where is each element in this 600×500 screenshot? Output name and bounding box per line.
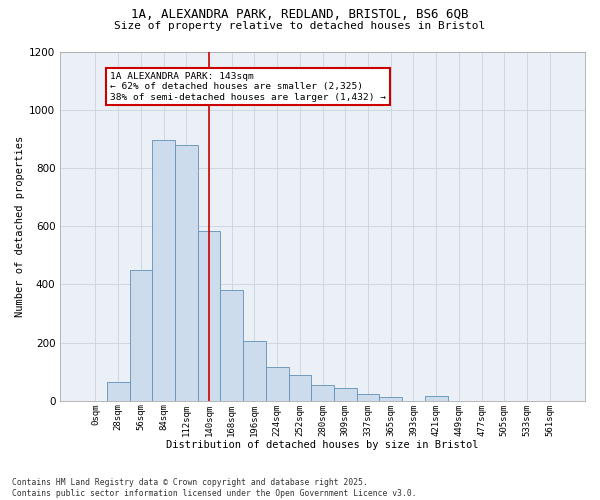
Text: 1A ALEXANDRA PARK: 143sqm
← 62% of detached houses are smaller (2,325)
38% of se: 1A ALEXANDRA PARK: 143sqm ← 62% of detac… bbox=[110, 72, 386, 102]
Bar bbox=[357, 394, 379, 401]
Text: Contains HM Land Registry data © Crown copyright and database right 2025.
Contai: Contains HM Land Registry data © Crown c… bbox=[12, 478, 416, 498]
Text: 1A, ALEXANDRA PARK, REDLAND, BRISTOL, BS6 6QB: 1A, ALEXANDRA PARK, REDLAND, BRISTOL, BS… bbox=[131, 8, 469, 20]
Bar bbox=[379, 398, 402, 401]
Bar bbox=[425, 396, 448, 401]
Bar bbox=[152, 140, 175, 401]
Bar bbox=[198, 230, 220, 401]
Bar bbox=[266, 368, 289, 401]
Bar bbox=[311, 385, 334, 401]
Text: Size of property relative to detached houses in Bristol: Size of property relative to detached ho… bbox=[115, 21, 485, 31]
X-axis label: Distribution of detached houses by size in Bristol: Distribution of detached houses by size … bbox=[166, 440, 479, 450]
Bar bbox=[220, 290, 243, 401]
Y-axis label: Number of detached properties: Number of detached properties bbox=[15, 136, 25, 317]
Bar bbox=[130, 270, 152, 401]
Bar bbox=[289, 374, 311, 401]
Bar bbox=[334, 388, 357, 401]
Bar bbox=[175, 144, 198, 401]
Bar bbox=[107, 382, 130, 401]
Bar bbox=[243, 341, 266, 401]
